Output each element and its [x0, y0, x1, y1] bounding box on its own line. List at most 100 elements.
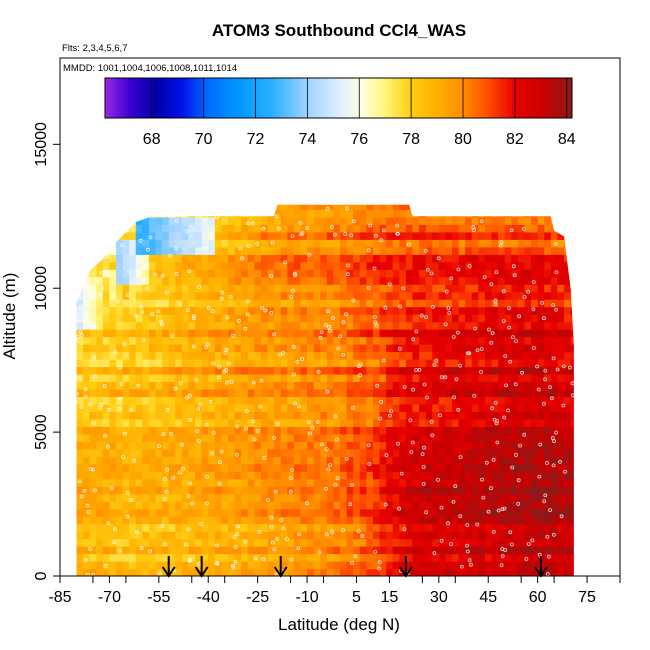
heatmap-cell	[293, 471, 302, 480]
heatmap-cell	[346, 261, 354, 270]
heatmap-cell	[247, 531, 255, 540]
heatmap-cell	[307, 246, 315, 255]
heatmap-cell	[405, 411, 414, 420]
colorbar-segment	[371, 78, 376, 118]
heatmap-cell	[83, 306, 91, 315]
heatmap-cell	[372, 478, 381, 487]
sample-point	[293, 401, 298, 406]
heatmap-cell	[129, 216, 137, 225]
heatmap-cell	[241, 426, 249, 435]
heatmap-cell	[412, 433, 420, 442]
heatmap-cell	[491, 344, 499, 353]
heatmap-cell	[346, 321, 354, 330]
heatmap-cell	[405, 246, 414, 255]
heatmap-cell	[102, 246, 111, 255]
heatmap-cell	[366, 224, 374, 233]
heatmap-cell	[452, 486, 460, 495]
heatmap-cell	[293, 426, 302, 435]
heatmap-cell	[564, 388, 572, 398]
heatmap-cell	[214, 396, 223, 405]
heatmap-cell	[570, 441, 574, 450]
heatmap-cell	[109, 254, 117, 263]
heatmap-cell	[208, 306, 216, 315]
heatmap-cell	[399, 351, 407, 360]
heatmap-cell	[366, 433, 374, 442]
heatmap-cell	[300, 561, 308, 570]
heatmap-cell	[524, 561, 532, 570]
heatmap-cell	[280, 396, 288, 405]
heatmap-cell	[333, 418, 341, 427]
heatmap-cell	[405, 403, 414, 412]
heatmap-cell	[142, 366, 150, 375]
heatmap-cell	[550, 463, 559, 472]
heatmap-cell	[524, 553, 532, 562]
heatmap-cell	[247, 373, 255, 383]
heatmap-cell	[399, 291, 407, 300]
heatmap-cell	[89, 531, 97, 540]
heatmap-cell	[504, 329, 512, 338]
heatmap-cell	[274, 403, 282, 412]
heatmap-cell	[392, 463, 400, 472]
sample-point	[452, 395, 457, 400]
heatmap-cell	[419, 261, 427, 270]
heatmap-cell	[168, 531, 176, 540]
sample-point	[218, 460, 223, 465]
sample-point	[165, 467, 170, 472]
heatmap-cell	[333, 553, 341, 562]
heatmap-cell	[300, 336, 308, 345]
heatmap-cell	[353, 239, 361, 248]
heatmap-cell	[175, 471, 183, 480]
heatmap-cell	[399, 471, 407, 480]
heatmap-cell	[564, 254, 572, 263]
heatmap-cell	[359, 276, 367, 285]
sample-point	[180, 442, 185, 447]
sample-point	[379, 400, 384, 404]
x-tick-label: -55	[147, 589, 170, 606]
sample-point	[436, 256, 441, 261]
heatmap-cell	[155, 561, 163, 570]
heatmap-cell	[326, 246, 335, 255]
heatmap-cell	[274, 456, 282, 465]
heatmap-cell	[320, 441, 328, 450]
heatmap-cell	[372, 418, 381, 427]
heatmap-cell	[379, 546, 387, 555]
heatmap-cell	[168, 373, 176, 383]
heatmap-cell	[109, 486, 117, 495]
heatmap-cell	[511, 403, 519, 412]
heatmap-cell	[484, 299, 493, 308]
heatmap-cell	[550, 516, 559, 525]
heatmap-cell	[109, 456, 117, 465]
heatmap-cell	[241, 523, 249, 532]
heatmap-cell	[129, 254, 137, 263]
heatmap-cell	[313, 508, 321, 517]
heatmap-cell	[168, 418, 176, 427]
heatmap-cell	[425, 373, 433, 383]
x-axis: -85 -70 -55 -40 -25 -10 5 15 30 45 60 75	[48, 576, 621, 606]
heatmap-cell	[412, 516, 420, 525]
heatmap-cell	[564, 463, 572, 472]
sample-point	[82, 488, 87, 493]
heatmap-cell	[412, 448, 420, 457]
heatmap-cell	[287, 531, 295, 540]
heatmap-cell	[175, 538, 183, 547]
sample-point	[377, 566, 382, 571]
heatmap-cell	[116, 209, 124, 218]
heatmap-cell	[399, 553, 407, 562]
sample-point	[350, 483, 354, 488]
heatmap-cell	[379, 456, 387, 465]
heatmap-cell	[241, 254, 249, 263]
heatmap-cell	[293, 314, 302, 323]
sample-point	[196, 211, 201, 216]
heatmap-cell	[300, 359, 308, 368]
heatmap-cell	[320, 456, 328, 465]
heatmap-cell	[445, 209, 453, 218]
sample-point	[500, 554, 505, 559]
heatmap-cell	[379, 553, 387, 562]
heatmap-cell	[452, 299, 460, 308]
heatmap-cell	[280, 336, 288, 345]
heatmap-cell	[280, 321, 288, 330]
heatmap-cell	[175, 478, 183, 487]
heatmap-cell	[260, 441, 269, 450]
heatmap-cell	[405, 261, 414, 270]
heatmap-cell	[116, 366, 124, 375]
